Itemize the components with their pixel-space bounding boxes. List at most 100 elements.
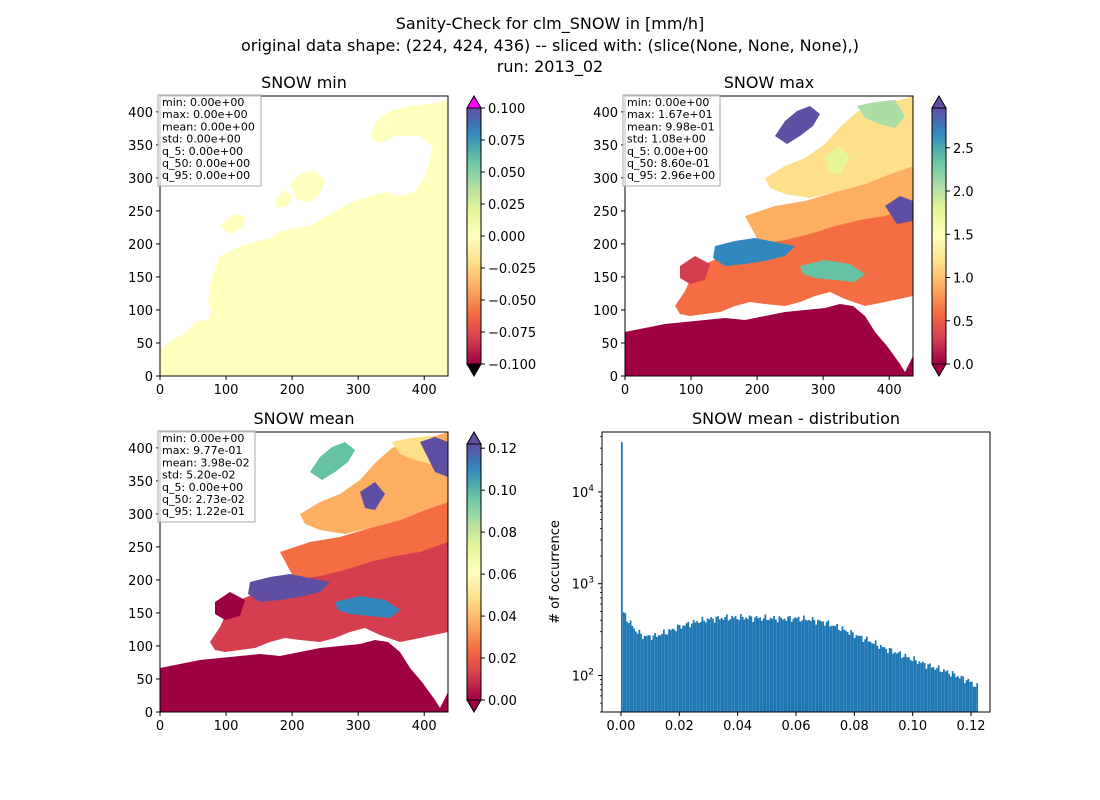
map-field	[160, 100, 448, 376]
colorbar-tick-label: 0.00	[488, 694, 517, 709]
histogram-bar	[902, 656, 905, 712]
histogram-bar	[694, 622, 697, 712]
histogram-bar	[708, 619, 711, 712]
histogram-bar	[918, 661, 921, 712]
plot-frame	[624, 95, 914, 377]
histogram-bar	[888, 647, 891, 712]
x-tick-label: 0.00	[606, 719, 635, 734]
histogram-bar	[780, 617, 782, 712]
histogram-bar	[650, 640, 653, 712]
histogram-bar	[731, 615, 733, 712]
histogram-bar	[915, 660, 917, 712]
histogram-bar	[675, 631, 677, 712]
histogram-bar	[631, 626, 634, 712]
colorbar-tick-label: 0.025	[488, 198, 525, 213]
colorbar-tick-label: 0.06	[488, 568, 517, 583]
histogram-bar	[734, 615, 737, 712]
histogram-bar	[862, 642, 865, 712]
x-tick-label: 0.08	[840, 719, 869, 734]
histogram-bar	[697, 623, 700, 712]
histogram-bar	[796, 618, 798, 712]
histogram-bar	[855, 634, 858, 712]
y-tick-label: 300	[128, 508, 153, 523]
axis-ticks: 0 100 200 300 400 0 50 100 150 200 250 300 350 400	[128, 442, 436, 734]
histogram-bar	[701, 616, 704, 712]
histogram-bar	[825, 621, 828, 712]
colorbar-tick-label: 1.5	[953, 228, 974, 243]
y-tick-label: 50	[601, 337, 618, 352]
histogram-bar	[799, 621, 802, 712]
histogram-bar	[659, 635, 662, 712]
stats-line: mean: 9.98e-01	[627, 120, 715, 133]
y-tick-label: 350	[128, 475, 153, 490]
histogram-bar	[911, 661, 914, 712]
colorbar-tick-label: 0.050	[488, 166, 525, 181]
colorbar-tick-label: 1.0	[953, 272, 974, 287]
histogram-bar	[690, 623, 693, 712]
histogram-bar	[892, 653, 895, 712]
histogram-bar	[645, 636, 648, 712]
figure-title: Sanity-Check for clm_SNOW in [mm/h] orig…	[241, 14, 859, 77]
histogram-bar	[922, 661, 924, 712]
histogram-bar	[729, 619, 732, 712]
y-tick-label: 50	[136, 337, 153, 352]
histogram-bar	[955, 677, 958, 712]
histogram-bar	[923, 663, 926, 712]
histogram-bar	[951, 671, 954, 712]
histogram-bar	[718, 619, 721, 712]
histogram-bar	[664, 634, 667, 712]
colorbar-tick-label: 0.0	[953, 358, 974, 373]
x-tick-label: 200	[280, 719, 305, 734]
histogram-bar	[916, 664, 919, 712]
histogram-bar	[722, 619, 725, 712]
stats-line: std: 5.20e-02	[162, 469, 235, 482]
stats-line: q_5: 0.00e+00	[627, 145, 708, 158]
stats-line: min: 0.00e+00	[162, 96, 244, 109]
colorbar-gradient	[932, 108, 946, 364]
colorbar-outline	[931, 108, 947, 364]
y-tick-label: 0	[145, 370, 153, 385]
histogram-bar	[894, 652, 896, 712]
stats-line: mean: 0.00e+00	[162, 120, 255, 133]
histogram-bar	[685, 623, 688, 712]
histogram-bar	[845, 630, 847, 712]
stats-line: q_50: 8.60e-01	[627, 157, 710, 170]
histogram-bar	[841, 626, 844, 712]
histogram-bar	[743, 619, 746, 712]
histogram-bar	[620, 442, 623, 712]
histogram-bar	[876, 645, 879, 712]
colorbar-tick-label: 0.12	[488, 442, 517, 457]
y-tick-label: 400	[128, 442, 153, 457]
histogram-bar	[803, 615, 805, 712]
histogram-bar	[850, 630, 853, 712]
histogram-bar	[752, 621, 754, 712]
histogram-bar	[943, 669, 945, 712]
x-tick-label: 300	[346, 383, 371, 398]
colorbar-tick-label: 2.5	[953, 142, 974, 157]
histogram-bar	[909, 659, 912, 712]
histogram-bar	[969, 681, 972, 712]
histogram-bar	[871, 643, 874, 712]
histogram-bar	[974, 686, 977, 712]
y-tick-label: 400	[128, 106, 153, 121]
histogram-bar	[857, 635, 860, 712]
histogram-bar	[662, 629, 665, 712]
histogram-bars	[620, 442, 979, 712]
histogram-bar	[834, 626, 837, 712]
panel-title: SNOW min	[261, 73, 347, 92]
stats-line: q_5: 0.00e+00	[162, 481, 243, 494]
x-tick-label: 0.06	[782, 719, 811, 734]
histogram-bar	[901, 658, 903, 712]
stats-line: q_5: 0.00e+00	[162, 145, 243, 158]
histogram-bar	[755, 616, 758, 712]
x-tick-label: 0	[621, 383, 629, 398]
x-tick-label: 400	[412, 719, 437, 734]
histogram-bar	[622, 612, 625, 712]
y-tick-label: 400	[593, 106, 618, 121]
y-tick-label: 200	[128, 238, 153, 253]
histogram-bar	[711, 618, 714, 712]
y-tick-label: 100	[593, 304, 618, 319]
title-line-2: original data shape: (224, 424, 436) -- …	[241, 36, 859, 55]
plot-frame	[159, 95, 449, 377]
